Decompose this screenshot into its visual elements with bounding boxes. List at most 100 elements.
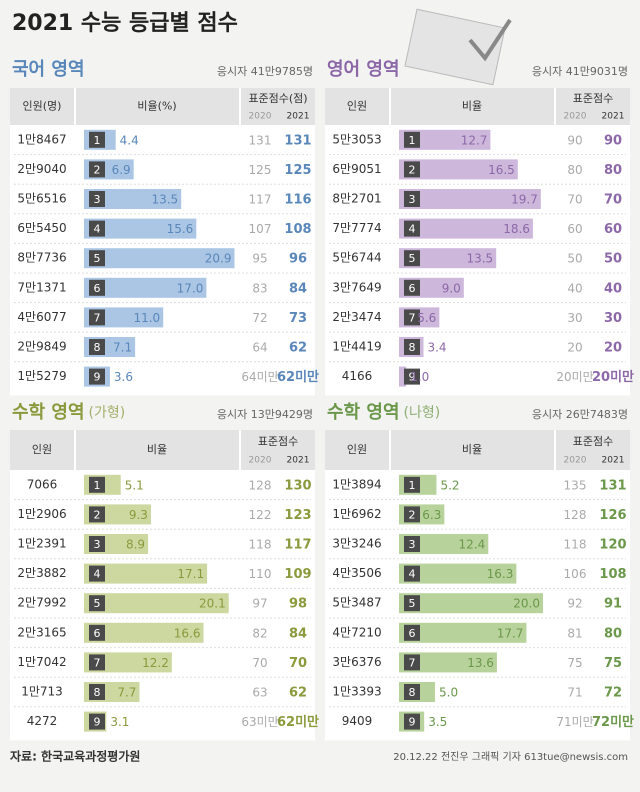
grade-label: 2	[94, 163, 101, 176]
value-label: 20.0	[513, 597, 540, 611]
value-label: 5.0	[439, 686, 458, 700]
header-score: 표준점수	[258, 435, 298, 448]
count: 9409	[342, 714, 373, 728]
header-count: 인원	[32, 443, 52, 456]
count: 3만7649	[332, 280, 381, 294]
panel-title: 국어 영역	[12, 59, 85, 80]
score-cur: 30	[604, 311, 622, 326]
grade-label: 8	[409, 686, 416, 699]
grade-label: 9	[94, 716, 101, 729]
grade-label: 6	[94, 282, 101, 295]
grade-badge	[89, 624, 105, 641]
value-label: 6.3	[422, 508, 441, 522]
score-prev: 70	[567, 193, 582, 207]
score-cur: 125	[284, 163, 311, 178]
score-prev: 117	[249, 193, 272, 207]
score-cur: 73	[289, 311, 307, 326]
score-prev: 80	[567, 163, 582, 177]
score-prev: 71	[567, 686, 582, 700]
bar	[84, 563, 208, 584]
grade-label: 7	[409, 311, 416, 324]
panel-title-text: 영어 영역	[327, 59, 400, 80]
score-prev: 135	[564, 478, 587, 492]
count: 4만6077	[17, 310, 66, 324]
grade-badge	[404, 684, 420, 700]
bar	[84, 189, 182, 209]
score-cur: 98	[289, 597, 307, 612]
score-prev: 128	[564, 508, 587, 522]
value-label: 6.9	[112, 163, 131, 177]
score-prev: 110	[249, 567, 272, 581]
score-cur: 62미만	[277, 714, 319, 730]
bar	[399, 129, 491, 150]
table-header	[325, 430, 630, 470]
score-cur: 126	[599, 508, 626, 523]
grade-label: 7	[94, 311, 101, 324]
score-cur: 117	[284, 538, 311, 553]
score-cur: 40	[604, 281, 622, 296]
value-label: 12.2	[142, 656, 169, 670]
score-prev: 64	[252, 341, 267, 355]
bar	[84, 218, 197, 239]
grade-badge	[89, 684, 105, 700]
count: 1만4419	[332, 340, 381, 354]
value-label: 3.6	[114, 370, 133, 384]
score-cur: 50	[604, 252, 622, 267]
score-cur: 62	[289, 686, 307, 701]
grade-badge	[404, 654, 420, 671]
count: 1만7042	[17, 655, 66, 669]
count: 4만7210	[332, 625, 381, 639]
grade-badge	[89, 506, 105, 523]
count: 2만3882	[17, 566, 66, 580]
score-cur: 84	[289, 281, 307, 296]
panel-title-text: 국어 영역	[12, 59, 85, 80]
panel-subtitle: 응시자 41만9785명	[217, 65, 313, 78]
table-header	[325, 88, 630, 125]
header-ratio: 비율	[147, 443, 167, 456]
score-prev: 40	[567, 281, 582, 295]
grade-badge	[89, 654, 105, 671]
grade-badge	[404, 131, 420, 148]
value-label: 16.6	[174, 626, 201, 640]
bar	[84, 652, 172, 673]
count: 1만5279	[17, 369, 66, 383]
count: 1만3393	[332, 685, 381, 699]
bar	[399, 248, 497, 269]
count: 4만3506	[332, 566, 381, 580]
value-label: 3.1	[110, 715, 129, 729]
header-year-prev: 2020	[249, 456, 272, 466]
header-score: 표준점수	[573, 435, 613, 448]
value-label: 7.7	[117, 686, 136, 700]
count: 1만2906	[17, 507, 66, 521]
score-prev: 20미만	[556, 370, 593, 384]
value-label: 9.0	[442, 281, 461, 295]
score-cur: 20미만	[592, 369, 634, 385]
panel-body	[10, 88, 315, 396]
grade-label: 1	[409, 479, 416, 492]
grade-label: 6	[409, 282, 416, 295]
value-label: 13.6	[467, 656, 494, 670]
count: 1만8467	[17, 132, 66, 146]
score-prev: 90	[567, 133, 582, 147]
grade-label: 9	[94, 371, 101, 384]
score-cur: 72미만	[592, 714, 634, 730]
grade-badge	[404, 595, 420, 612]
score-cur: 60	[604, 222, 622, 237]
grade-badge	[89, 191, 105, 207]
score-prev: 64미만	[241, 370, 278, 384]
paper-icon	[404, 8, 512, 86]
value-label: 15.6	[167, 222, 194, 236]
score-prev: 97	[252, 597, 267, 611]
panel-title: 수학 영역 (가형)	[12, 401, 125, 423]
value-label: 17.7	[497, 626, 524, 640]
count: 1만3894	[332, 477, 381, 491]
grade-label: 6	[94, 627, 101, 640]
grade-label: 6	[409, 627, 416, 640]
grade-label: 5	[409, 252, 416, 265]
value-label: 5.2	[440, 478, 459, 492]
grade-badge	[89, 250, 105, 267]
score-prev: 118	[564, 538, 587, 552]
grade-badge	[404, 339, 420, 355]
header-year-cur: 2021	[287, 456, 310, 466]
